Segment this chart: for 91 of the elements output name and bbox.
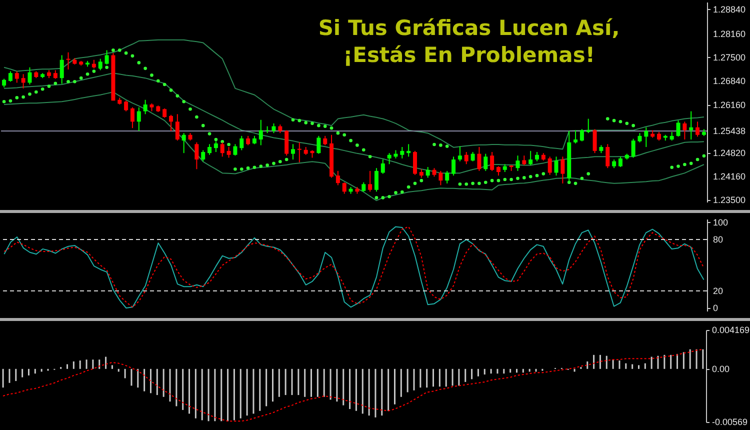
candlestick bbox=[169, 114, 173, 132]
candlestick bbox=[60, 54, 64, 84]
candlestick bbox=[182, 132, 186, 154]
candlestick bbox=[560, 156, 565, 184]
candlestick bbox=[14, 70, 19, 84]
candlestick bbox=[426, 166, 430, 178]
candlestick bbox=[297, 142, 302, 163]
candlestick bbox=[162, 108, 167, 118]
candlestick bbox=[406, 144, 411, 158]
candlestick bbox=[458, 146, 462, 162]
candlestick bbox=[387, 152, 392, 165]
candlestick bbox=[201, 150, 206, 162]
text: ¡Estás En Problemas! bbox=[343, 43, 595, 67]
line-series bbox=[4, 92, 704, 202]
line-series bbox=[2, 348, 704, 422]
candlestick bbox=[272, 122, 276, 134]
candlestick bbox=[516, 155, 520, 172]
candlestick bbox=[522, 155, 526, 166]
candlestick bbox=[284, 130, 289, 156]
candlestick bbox=[644, 126, 648, 148]
candlestick bbox=[606, 144, 610, 169]
candlestick bbox=[240, 135, 244, 151]
candlestick bbox=[194, 142, 199, 170]
candlestick bbox=[28, 66, 32, 85]
candlestick bbox=[464, 152, 468, 165]
y-tick-label: 1.27500 bbox=[713, 52, 746, 62]
candlestick bbox=[554, 156, 558, 176]
candlestick bbox=[258, 119, 263, 146]
candlestick bbox=[528, 150, 533, 166]
candlestick bbox=[548, 156, 552, 176]
candlestick bbox=[323, 135, 328, 146]
text: Si Tus Gráficas Lucen Así, bbox=[318, 16, 620, 40]
y-tick-label: 1.28840 bbox=[713, 4, 746, 14]
candlestick bbox=[580, 128, 584, 142]
y-tick-label: 100 bbox=[713, 217, 728, 228]
y-tick-label: -0.00569 bbox=[712, 417, 748, 427]
candlestick bbox=[696, 121, 700, 138]
candlestick bbox=[175, 114, 180, 142]
candlestick bbox=[220, 142, 224, 158]
candlestick bbox=[104, 50, 109, 65]
candlestick bbox=[676, 120, 680, 138]
y-tick-label: 0.004169 bbox=[712, 325, 750, 335]
candlestick bbox=[246, 135, 250, 146]
y-tick-label: 1.25438 bbox=[713, 126, 746, 136]
candlestick bbox=[470, 152, 475, 162]
y-tick-label: 0.00 bbox=[712, 364, 730, 374]
y-tick-label: 0 bbox=[713, 303, 718, 314]
candlestick bbox=[682, 121, 687, 140]
candlestick bbox=[400, 146, 404, 159]
y-tick-label: 1.24820 bbox=[713, 148, 746, 158]
candlestick bbox=[226, 146, 231, 158]
y-tick-label: 80 bbox=[713, 234, 724, 245]
candlestick bbox=[535, 152, 539, 162]
candlestick bbox=[496, 166, 500, 176]
y-tick-label: 1.23500 bbox=[713, 195, 746, 206]
candlestick bbox=[631, 138, 636, 158]
candlestick bbox=[342, 182, 346, 194]
candlestick bbox=[374, 168, 378, 192]
candlestick bbox=[143, 99, 148, 115]
candlestick bbox=[362, 182, 366, 192]
candlestick bbox=[66, 52, 70, 70]
y-tick-label: 1.28160 bbox=[713, 28, 746, 39]
candlestick bbox=[380, 159, 385, 174]
candlestick bbox=[130, 106, 134, 129]
candlestick bbox=[233, 144, 238, 156]
candlestick bbox=[368, 170, 372, 192]
candlestick bbox=[574, 130, 578, 144]
candlestick bbox=[316, 135, 321, 154]
candlestick bbox=[638, 132, 642, 143]
candlestick bbox=[477, 146, 482, 172]
candlestick bbox=[445, 170, 450, 184]
candlestick bbox=[413, 150, 417, 176]
candlestick bbox=[484, 153, 488, 172]
candlestick bbox=[124, 100, 128, 112]
y-tick-label: 20 bbox=[713, 286, 724, 296]
candlestick bbox=[336, 170, 340, 186]
candlestick bbox=[136, 106, 141, 132]
candlestick bbox=[21, 74, 26, 89]
candlestick bbox=[592, 128, 597, 154]
y-tick-label: 1.24160 bbox=[713, 172, 746, 182]
candlestick bbox=[8, 70, 12, 82]
candlestick bbox=[586, 118, 590, 134]
candlestick bbox=[618, 156, 622, 168]
candlestick bbox=[438, 170, 443, 186]
candlestick bbox=[208, 144, 212, 156]
line-series bbox=[4, 39, 704, 150]
candlestick bbox=[452, 156, 456, 176]
y-tick-label: 1.26160 bbox=[713, 100, 746, 110]
candlestick bbox=[291, 144, 295, 160]
candlestick bbox=[490, 152, 494, 172]
y-tick-label: 1.26840 bbox=[713, 76, 746, 86]
